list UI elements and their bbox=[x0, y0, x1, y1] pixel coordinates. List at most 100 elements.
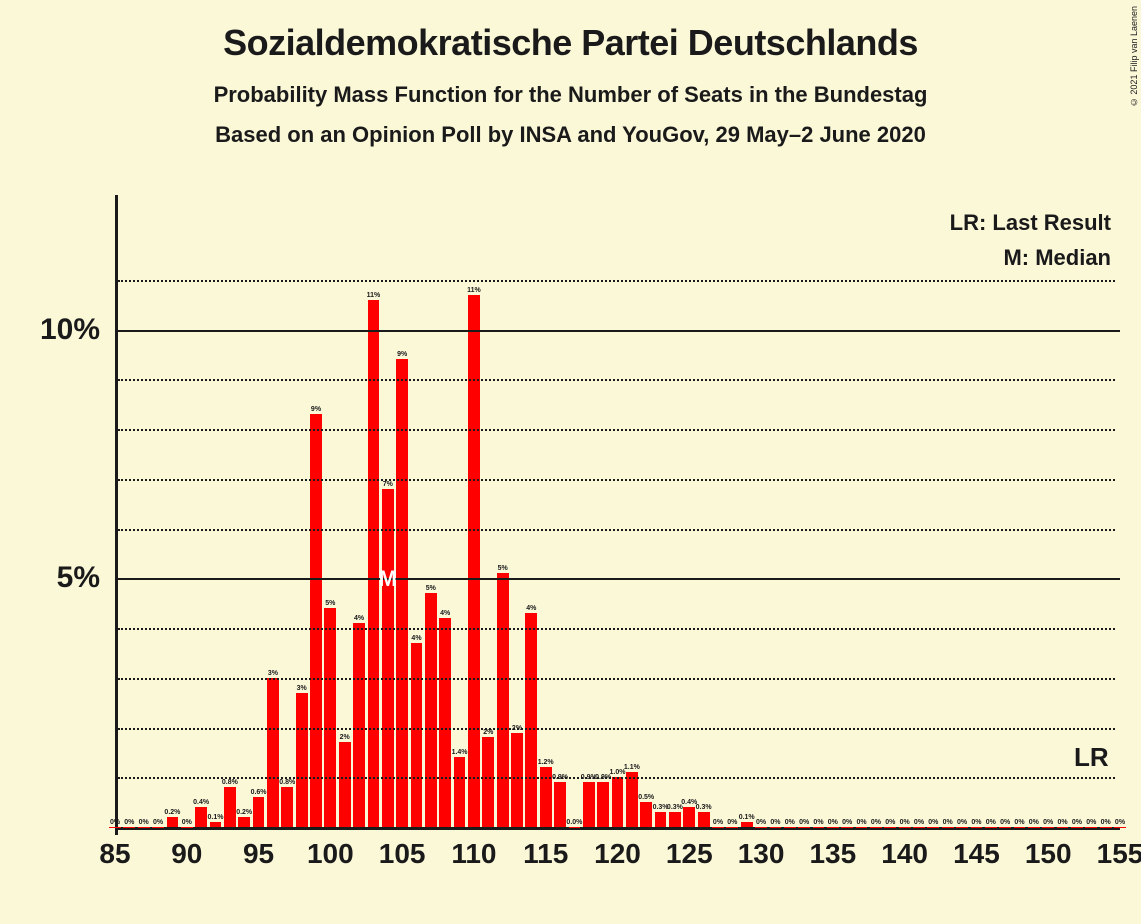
bar: 0% bbox=[1057, 827, 1069, 828]
bar: 0% bbox=[985, 827, 997, 828]
bar-value-label: 0.1% bbox=[739, 814, 755, 822]
x-tick-label: 90 bbox=[171, 838, 202, 870]
bar-value-label: 0% bbox=[914, 819, 924, 827]
bar: 0.9% bbox=[583, 782, 595, 827]
bar-value-label: 0% bbox=[828, 819, 838, 827]
bar-value-label: 1.1% bbox=[624, 764, 640, 772]
bar-value-label: 0.2% bbox=[236, 809, 252, 817]
bar: 0% bbox=[1085, 827, 1097, 828]
median-marker: M bbox=[379, 566, 397, 592]
bar-value-label: 0% bbox=[785, 819, 795, 827]
bar: 0.3% bbox=[655, 812, 667, 827]
bar-value-label: 9% bbox=[311, 406, 321, 414]
bar: 0.6% bbox=[253, 797, 265, 827]
bar: 0% bbox=[1100, 827, 1112, 828]
bar: 0.3% bbox=[698, 812, 710, 827]
bar-value-label: 7% bbox=[383, 481, 393, 489]
bar-value-label: 0% bbox=[110, 819, 120, 827]
grid-minor bbox=[118, 628, 1115, 630]
copyright: © 2021 Filip van Laenen bbox=[1129, 6, 1139, 107]
subtitle-2: Based on an Opinion Poll by INSA and You… bbox=[0, 122, 1141, 148]
x-tick-label: 135 bbox=[809, 838, 856, 870]
bar-value-label: 0% bbox=[1101, 819, 1111, 827]
bar-value-label: 0% bbox=[1057, 819, 1067, 827]
bar-value-label: 0% bbox=[153, 819, 163, 827]
bar-value-label: 3% bbox=[297, 685, 307, 693]
bar: 11% bbox=[468, 295, 480, 827]
bar-value-label: 0% bbox=[856, 819, 866, 827]
bar-value-label: 0% bbox=[943, 819, 953, 827]
bar: 0.0% bbox=[569, 827, 581, 828]
x-tick-label: 130 bbox=[738, 838, 785, 870]
title-block: Sozialdemokratische Partei Deutschlands … bbox=[0, 0, 1141, 148]
bar: 0% bbox=[870, 827, 882, 828]
bar-value-label: 11% bbox=[367, 292, 381, 300]
bar-value-label: 1.2% bbox=[538, 759, 554, 767]
bar-value-label: 0% bbox=[770, 819, 780, 827]
bar: 0% bbox=[1028, 827, 1040, 828]
bar-value-label: 0% bbox=[1043, 819, 1053, 827]
bar-value-label: 0% bbox=[1029, 819, 1039, 827]
bar-value-label: 5% bbox=[426, 585, 436, 593]
bar-value-label: 0.6% bbox=[251, 789, 267, 797]
bar-value-label: 0% bbox=[971, 819, 981, 827]
bar-value-label: 0% bbox=[871, 819, 881, 827]
x-tick-label: 115 bbox=[523, 838, 568, 870]
bar-value-label: 5% bbox=[498, 565, 508, 573]
bar: 2% bbox=[482, 737, 494, 827]
bar-value-label: 2% bbox=[483, 729, 493, 737]
bar: 0% bbox=[1114, 827, 1126, 828]
bar: 0.8% bbox=[224, 787, 236, 827]
bar: 3% bbox=[296, 693, 308, 827]
grid-minor bbox=[118, 429, 1115, 431]
bar: 0.5% bbox=[640, 802, 652, 827]
bar: 0% bbox=[123, 827, 135, 828]
bar: 0% bbox=[942, 827, 954, 828]
bar: 0% bbox=[798, 827, 810, 828]
bar-value-label: 5% bbox=[325, 600, 335, 608]
bar: 4% bbox=[525, 613, 537, 827]
bar: 0% bbox=[1071, 827, 1083, 828]
x-tick-label: 85 bbox=[99, 838, 130, 870]
x-tick-label: 125 bbox=[666, 838, 713, 870]
x-tick-label: 155 bbox=[1097, 838, 1141, 870]
bar: 0% bbox=[841, 827, 853, 828]
bar: 0.4% bbox=[195, 807, 207, 827]
x-axis bbox=[115, 827, 1120, 830]
bar: 0.1% bbox=[210, 822, 222, 827]
bar-value-label: 0% bbox=[1115, 819, 1125, 827]
bar-value-label: 9% bbox=[397, 351, 407, 359]
bar: 0% bbox=[712, 827, 724, 828]
bar: 0.9% bbox=[554, 782, 566, 827]
bar: 0.3% bbox=[669, 812, 681, 827]
bar: 0% bbox=[927, 827, 939, 828]
bar: 0.1% bbox=[741, 822, 753, 827]
bar: 0% bbox=[726, 827, 738, 828]
pmf-chart: 0%0%0%0%0.2%0%0.4%0.1%0.8%0.2%0.6%3%0.8%… bbox=[115, 255, 1120, 830]
bar-value-label: 0% bbox=[1014, 819, 1024, 827]
bar: 2% bbox=[339, 742, 351, 827]
bar: 0.2% bbox=[238, 817, 250, 827]
bar-value-label: 0% bbox=[1072, 819, 1082, 827]
x-tick-label: 105 bbox=[379, 838, 426, 870]
bar-value-label: 0% bbox=[124, 819, 134, 827]
x-tick-label: 145 bbox=[953, 838, 1000, 870]
bar-value-label: 3% bbox=[268, 670, 278, 678]
grid-major bbox=[115, 330, 1120, 332]
bar-value-label: 4% bbox=[354, 615, 364, 623]
bar-value-label: 0.2% bbox=[164, 809, 180, 817]
bar-value-label: 2% bbox=[340, 734, 350, 742]
bar: 0% bbox=[770, 827, 782, 828]
bar: 0% bbox=[884, 827, 896, 828]
bar: 1.0% bbox=[612, 777, 624, 827]
bar-value-label: 0% bbox=[1086, 819, 1096, 827]
bars-container: 0%0%0%0%0.2%0%0.4%0.1%0.8%0.2%0.6%3%0.8%… bbox=[115, 255, 1120, 827]
grid-minor bbox=[118, 728, 1115, 730]
bar-value-label: 0% bbox=[756, 819, 766, 827]
bar-value-label: 0% bbox=[842, 819, 852, 827]
y-tick-label: 5% bbox=[57, 561, 100, 595]
subtitle-1: Probability Mass Function for the Number… bbox=[0, 82, 1141, 108]
bar-value-label: 0% bbox=[957, 819, 967, 827]
bar: 0% bbox=[755, 827, 767, 828]
bar: 0% bbox=[956, 827, 968, 828]
